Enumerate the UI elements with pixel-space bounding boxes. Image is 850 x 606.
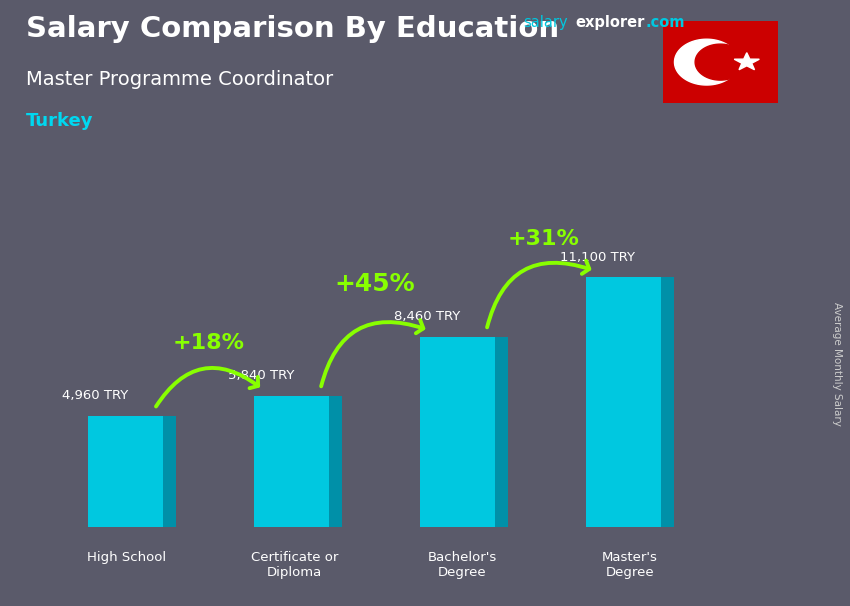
Text: Average Monthly Salary: Average Monthly Salary [832,302,842,425]
Text: salary: salary [523,15,568,30]
Polygon shape [675,39,739,85]
Polygon shape [163,416,176,527]
Text: 4,960 TRY: 4,960 TRY [62,389,128,402]
FancyBboxPatch shape [660,19,780,105]
Text: Bachelor's
Degree: Bachelor's Degree [428,551,496,579]
Text: +31%: +31% [507,229,580,249]
Text: Salary Comparison By Education: Salary Comparison By Education [26,15,558,43]
Text: .com: .com [645,15,684,30]
Polygon shape [420,337,495,527]
Polygon shape [495,337,508,527]
Polygon shape [734,53,759,70]
Polygon shape [660,278,674,527]
Polygon shape [695,44,745,80]
Text: Master Programme Coordinator: Master Programme Coordinator [26,70,332,88]
Text: 8,460 TRY: 8,460 TRY [394,310,461,323]
Text: High School: High School [87,551,166,564]
Polygon shape [329,396,342,527]
Text: +45%: +45% [334,272,415,296]
Text: 5,840 TRY: 5,840 TRY [229,369,295,382]
Polygon shape [254,396,329,527]
Polygon shape [586,278,660,527]
Text: +18%: +18% [173,333,245,353]
Text: Master's
Degree: Master's Degree [602,551,658,579]
Text: Certificate or
Diploma: Certificate or Diploma [251,551,338,579]
Polygon shape [88,416,163,527]
Text: Turkey: Turkey [26,112,93,130]
Text: explorer: explorer [575,15,645,30]
Text: 11,100 TRY: 11,100 TRY [560,251,635,264]
